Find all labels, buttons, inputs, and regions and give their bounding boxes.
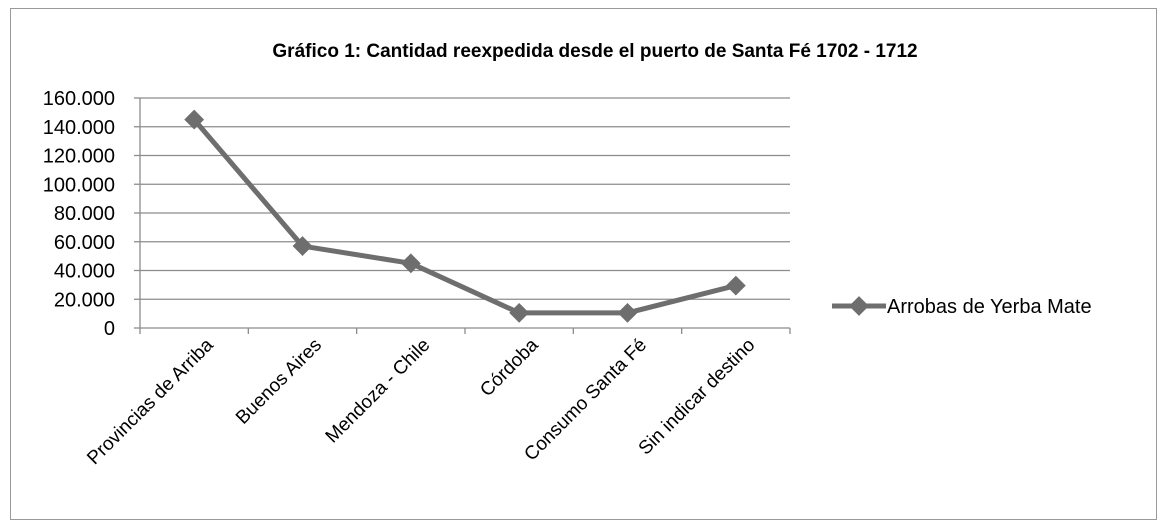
y-tick-label: 140.000	[43, 117, 115, 139]
legend: Arrobas de Yerba Mate	[832, 296, 1092, 318]
x-tick-label: Mendoza - Chile	[322, 335, 435, 448]
y-tick-label: 20.000	[54, 289, 115, 311]
data-point	[292, 236, 313, 256]
series-line	[192, 117, 737, 316]
chart-frame	[10, 8, 1157, 520]
x-tick-label: Provincias de Arriba	[83, 334, 218, 469]
x-axis: Provincias de Arriba Buenos AiresMendoza …	[83, 98, 791, 469]
grid-lines	[140, 97, 790, 300]
legend-marker	[849, 296, 869, 316]
x-tick-label: Sin indicar destino	[635, 335, 760, 460]
chart-title: Gráfico 1: Cantidad reexpedida desde el …	[272, 41, 917, 62]
y-tick-label: 120.000	[43, 146, 115, 168]
data-point	[509, 303, 530, 323]
x-tick-label: Buenos Aires	[232, 335, 326, 429]
data-point	[184, 109, 205, 130]
data-point	[400, 253, 421, 274]
y-tick-label: 100.000	[43, 174, 115, 196]
data-point	[617, 303, 638, 323]
x-tick-label: Córdoba	[476, 334, 543, 401]
y-axis-ticks: 0 20.000 40.000 60.000 80.000 100.000 120.000 1…	[43, 88, 140, 340]
series-arrobas	[184, 109, 746, 323]
y-tick-label: 40.000	[54, 261, 115, 283]
legend-label: Arrobas de Yerba Mate	[887, 296, 1092, 318]
y-tick-label: 0	[104, 318, 115, 340]
data-point	[725, 275, 746, 296]
x-tick-label: Consumo Santa Fé	[520, 335, 651, 466]
y-tick-label: 60.000	[54, 232, 115, 254]
y-tick-label: 80.000	[54, 203, 115, 225]
y-tick-label: 160.000	[43, 88, 115, 110]
